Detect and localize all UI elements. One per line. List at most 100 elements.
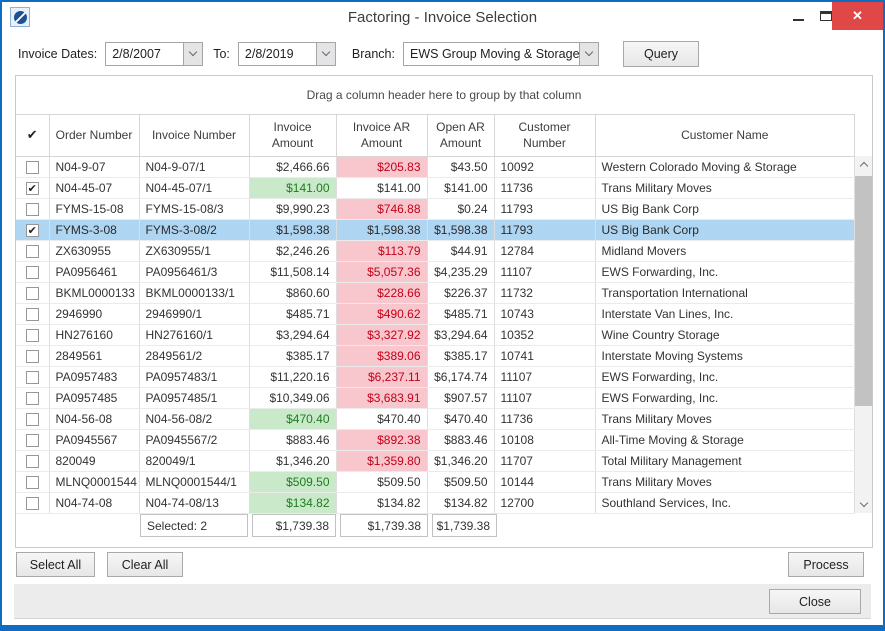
row-checkbox[interactable] (25, 265, 39, 279)
column-header-invoice-ar-amount[interactable]: Invoice AR Amount (336, 114, 428, 157)
minimize-button[interactable] (785, 2, 811, 30)
row-checkbox[interactable] (25, 496, 39, 510)
invoice-ar-amount-cell: $228.66 (336, 282, 428, 304)
row-checkbox[interactable]: ✔ (25, 181, 39, 195)
clear-all-button[interactable]: Clear All (107, 552, 183, 577)
globe-icon (13, 10, 27, 24)
branch-label: Branch: (351, 46, 395, 61)
row-checkbox[interactable] (25, 391, 39, 405)
invoice-amount-cell: $3,294.64 (249, 324, 337, 346)
column-header-customer-name[interactable]: Customer Name (595, 114, 855, 157)
customer-name-cell: Interstate Moving Systems (595, 345, 855, 367)
date-to-picker[interactable] (237, 41, 336, 66)
table-row[interactable]: BKML0000133 BKML0000133/1 $860.60 $228.6… (16, 282, 855, 304)
checkbox-cell: ✔ (16, 177, 50, 199)
row-checkbox[interactable] (25, 328, 39, 342)
toolbar: Invoice Dates: To: Branch: EWS Group Mov… (2, 32, 883, 75)
row-checkbox[interactable] (25, 370, 39, 384)
check-icon: ✔ (26, 127, 38, 143)
invoice-amount-cell: $1,346.20 (249, 450, 337, 472)
table-row[interactable]: PA0956461 PA0956461/3 $11,508.14 $5,057.… (16, 261, 855, 283)
maximize-button[interactable] (813, 2, 839, 30)
order-number-cell: 820049 (49, 450, 140, 472)
table-row[interactable]: PA0957483 PA0957483/1 $11,220.16 $6,237.… (16, 366, 855, 388)
date-from-picker[interactable] (105, 41, 204, 66)
invoice-ar-amount-cell: $389.06 (336, 345, 428, 367)
query-button[interactable]: Query (623, 40, 699, 67)
invoice-number-cell: BKML0000133/1 (139, 282, 250, 304)
select-all-button[interactable]: Select All (16, 552, 95, 577)
date-from-dropdown-button[interactable] (183, 42, 203, 65)
row-checkbox[interactable] (25, 433, 39, 447)
column-header-open-ar-amount[interactable]: Open AR Amount (427, 114, 495, 157)
table-row[interactable]: ✔ FYMS-3-08 FYMS-3-08/2 $1,598.38 $1,598… (16, 219, 855, 241)
invoice-number-cell: ZX630955/1 (139, 240, 250, 262)
invoice-number-cell: N04-45-07/1 (139, 177, 250, 199)
table-row[interactable]: 2946990 2946990/1 $485.71 $490.62 $485.7… (16, 303, 855, 325)
row-checkbox[interactable] (25, 286, 39, 300)
column-header-invoice-amount[interactable]: Invoice Amount (249, 114, 337, 157)
close-button[interactable]: Close (769, 589, 861, 614)
customer-name-cell: EWS Forwarding, Inc. (595, 366, 855, 388)
row-checkbox[interactable] (25, 454, 39, 468)
table-row[interactable]: 820049 820049/1 $1,346.20 $1,359.80 $1,3… (16, 450, 855, 472)
customer-name-cell: US Big Bank Corp (595, 198, 855, 220)
branch-select[interactable]: EWS Group Moving & Storage... (403, 41, 599, 66)
row-checkbox[interactable] (25, 307, 39, 321)
invoice-amount-cell: $883.46 (249, 429, 337, 451)
column-header-customer-number[interactable]: Customer Number (494, 114, 596, 157)
group-by-panel[interactable]: Drag a column header here to group by th… (306, 88, 582, 102)
table-row[interactable]: FYMS-15-08 FYMS-15-08/3 $9,990.23 $746.8… (16, 198, 855, 220)
date-to-dropdown-button[interactable] (315, 42, 335, 65)
checkbox-cell (16, 282, 50, 304)
invoice-ar-amount-cell: $1,359.80 (336, 450, 428, 472)
column-header-order-number[interactable]: Order Number (49, 114, 140, 157)
table-row[interactable]: MLNQ0001544 MLNQ0001544/1 $509.50 $509.5… (16, 471, 855, 493)
invoice-amount-cell: $11,220.16 (249, 366, 337, 388)
table-row[interactable]: HN276160 HN276160/1 $3,294.64 $3,327.92 … (16, 324, 855, 346)
column-header-invoice-number[interactable]: Invoice Number (139, 114, 250, 157)
customer-name-cell: EWS Forwarding, Inc. (595, 387, 855, 409)
invoice-number-cell: PA0957483/1 (139, 366, 250, 388)
app-icon[interactable] (10, 7, 30, 27)
table-row[interactable]: ✔ N04-45-07 N04-45-07/1 $141.00 $141.00 … (16, 177, 855, 199)
branch-dropdown-button[interactable] (579, 42, 598, 65)
row-checkbox[interactable]: ✔ (25, 223, 39, 237)
invoice-ar-amount-cell: $3,683.91 (336, 387, 428, 409)
scroll-up-button[interactable] (855, 156, 872, 173)
row-checkbox[interactable] (25, 412, 39, 426)
checkbox-cell: ✔ (16, 219, 50, 241)
open-ar-amount-cell: $907.57 (427, 387, 495, 409)
customer-name-cell: Total Military Management (595, 450, 855, 472)
invoice-ar-amount-total: $1,739.38 (340, 514, 428, 537)
close-window-button[interactable]: ✕ (832, 2, 883, 30)
checkbox-cell (16, 408, 50, 430)
date-from-input[interactable] (106, 42, 184, 65)
table-row[interactable]: ZX630955 ZX630955/1 $2,246.26 $113.79 $4… (16, 240, 855, 262)
order-number-cell: N04-9-07 (49, 156, 140, 178)
date-to-input[interactable] (238, 42, 316, 65)
scroll-down-button[interactable] (855, 496, 872, 513)
checkbox-cell (16, 198, 50, 220)
column-header-check[interactable]: ✔ (16, 114, 50, 157)
checkbox-cell (16, 324, 50, 346)
row-checkbox[interactable] (25, 244, 39, 258)
invoice-amount-cell: $860.60 (249, 282, 337, 304)
scrollbar-thumb[interactable] (855, 176, 872, 406)
table-row[interactable]: PA0945567 PA0945567/2 $883.46 $892.38 $8… (16, 429, 855, 451)
table-row[interactable]: N04-9-07 N04-9-07/1 $2,466.66 $205.83 $4… (16, 156, 855, 178)
process-button[interactable]: Process (788, 552, 864, 577)
row-checkbox[interactable] (25, 160, 39, 174)
customer-name-cell: Southland Services, Inc. (595, 492, 855, 514)
row-checkbox[interactable] (25, 349, 39, 363)
vertical-scrollbar[interactable] (855, 156, 872, 513)
checkbox-cell (16, 366, 50, 388)
table-row[interactable]: N04-74-08 N04-74-08/13 $134.82 $134.82 $… (16, 492, 855, 514)
table-row[interactable]: PA0957485 PA0957485/1 $10,349.06 $3,683.… (16, 387, 855, 409)
row-checkbox[interactable] (25, 475, 39, 489)
table-row[interactable]: 2849561 2849561/2 $385.17 $389.06 $385.1… (16, 345, 855, 367)
order-number-cell: BKML0000133 (49, 282, 140, 304)
order-number-cell: HN276160 (49, 324, 140, 346)
table-row[interactable]: N04-56-08 N04-56-08/2 $470.40 $470.40 $4… (16, 408, 855, 430)
row-checkbox[interactable] (25, 202, 39, 216)
